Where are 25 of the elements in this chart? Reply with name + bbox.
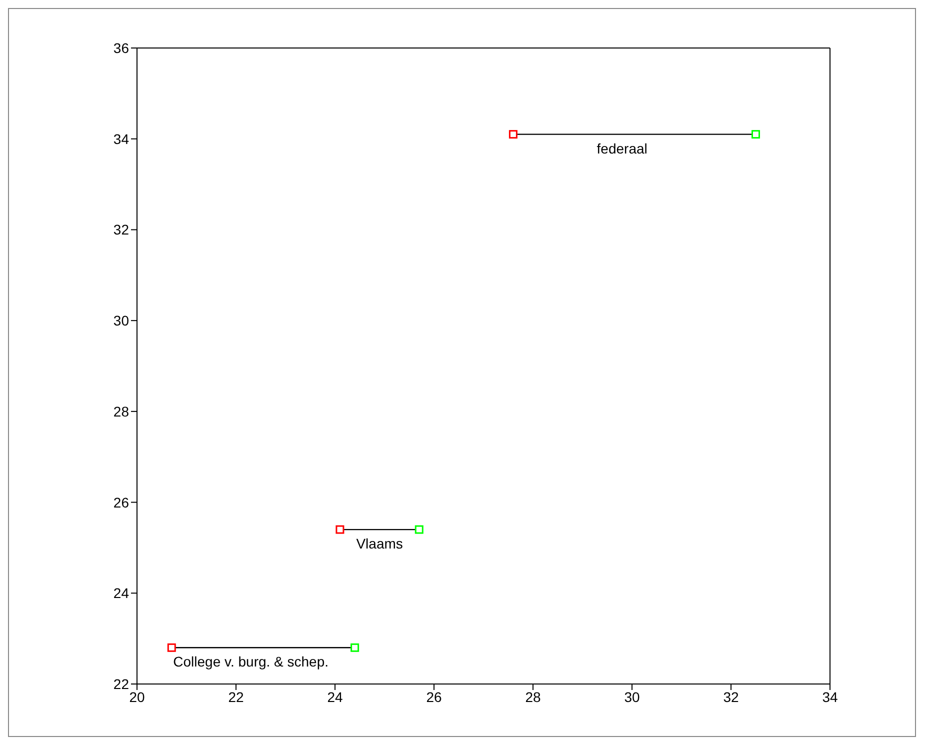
y-tick-label: 28 — [113, 403, 130, 420]
point — [336, 525, 344, 534]
y-tick-label: 36 — [113, 40, 130, 56]
x-tick-label: 30 — [624, 688, 640, 705]
x-tick-label: 32 — [723, 688, 739, 705]
y-tick-label: 34 — [113, 130, 130, 147]
x-tick-label: 22 — [228, 688, 244, 705]
y-tick-label: 26 — [113, 494, 130, 510]
annotation: Vlaams — [356, 536, 403, 552]
y-tick-label: 22 — [113, 676, 130, 692]
y-tick-label: 32 — [113, 222, 130, 238]
point — [350, 643, 360, 652]
x-tick-label: 20 — [129, 688, 145, 705]
x-tick-label: 24 — [327, 688, 343, 705]
annotation: College v. burg. & schep. — [173, 654, 329, 670]
point — [508, 130, 518, 139]
annotation: federaal — [596, 140, 648, 156]
point — [752, 130, 760, 139]
point — [414, 525, 424, 534]
x-tick-label: 26 — [426, 688, 442, 705]
point — [167, 643, 176, 652]
y-tick-label: 30 — [113, 312, 130, 329]
x-tick-label: 28 — [525, 688, 541, 705]
y-tick-label: 24 — [113, 585, 130, 602]
x-tick-label: 34 — [822, 688, 838, 705]
